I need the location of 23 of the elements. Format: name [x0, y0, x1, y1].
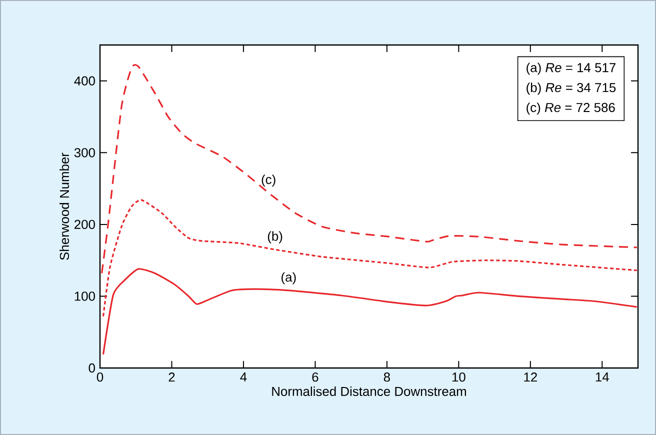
x-tick-label: 2: [168, 372, 175, 382]
x-tick-label: 14: [596, 372, 609, 382]
x-tick-label: 10: [452, 372, 466, 382]
series-label: (c): [262, 174, 276, 187]
annotation: (c) Re = 72 586: [526, 102, 615, 115]
series-label: (b): [268, 231, 282, 244]
x-tick-label: 12: [524, 372, 537, 382]
series-label: (a): [282, 272, 296, 284]
y-tick-label: 200: [74, 220, 95, 230]
x-tick-label: 8: [384, 372, 390, 382]
x-tick-label: 4: [240, 372, 247, 382]
y-tick-label: 0: [88, 363, 95, 373]
y-tick-label: 300: [74, 148, 95, 158]
y-tick-label: 100: [74, 292, 95, 301]
annotation: (b) Re = 34 715: [526, 82, 616, 95]
x-axis-title: Normalised Distance Downstream: [272, 386, 466, 396]
y-tick-label: 400: [74, 76, 95, 86]
annotation: (a) Re = 14 517: [526, 62, 616, 75]
x-tick-label: 6: [312, 372, 318, 382]
line-series: [102, 199, 638, 318]
line-series: [102, 268, 638, 356]
y-axis-title: Sherwood Number: [60, 152, 70, 260]
x-tick-label: 0: [96, 372, 104, 382]
